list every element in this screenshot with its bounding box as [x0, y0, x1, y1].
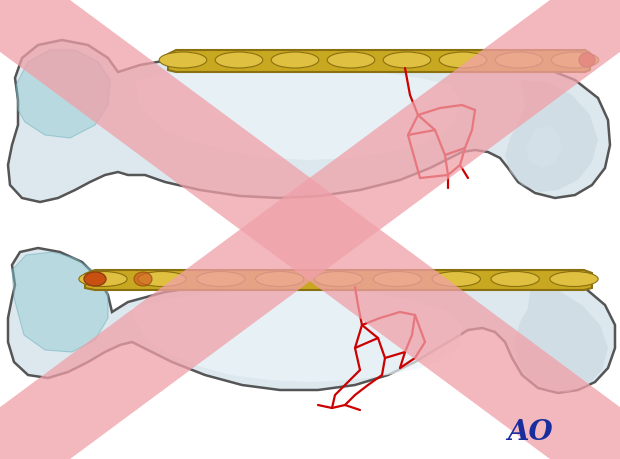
- Polygon shape: [12, 252, 108, 352]
- Ellipse shape: [271, 52, 319, 68]
- Polygon shape: [168, 50, 590, 72]
- Polygon shape: [85, 270, 592, 290]
- Ellipse shape: [550, 272, 598, 286]
- Ellipse shape: [159, 52, 207, 68]
- Ellipse shape: [79, 272, 127, 286]
- Ellipse shape: [373, 272, 422, 286]
- Ellipse shape: [314, 272, 363, 286]
- Polygon shape: [8, 248, 615, 393]
- Polygon shape: [514, 290, 608, 392]
- Ellipse shape: [327, 52, 375, 68]
- Polygon shape: [135, 68, 460, 160]
- Ellipse shape: [134, 272, 152, 286]
- Ellipse shape: [491, 272, 539, 286]
- Ellipse shape: [579, 53, 595, 67]
- Polygon shape: [526, 125, 562, 168]
- Ellipse shape: [255, 272, 304, 286]
- Polygon shape: [8, 40, 610, 202]
- Polygon shape: [130, 288, 462, 382]
- Ellipse shape: [138, 272, 186, 286]
- Ellipse shape: [383, 52, 431, 68]
- Ellipse shape: [432, 272, 480, 286]
- Ellipse shape: [215, 52, 263, 68]
- Ellipse shape: [439, 52, 487, 68]
- Ellipse shape: [551, 52, 599, 68]
- Ellipse shape: [84, 272, 106, 286]
- Ellipse shape: [495, 52, 542, 68]
- Polygon shape: [16, 50, 110, 138]
- Polygon shape: [505, 80, 598, 192]
- Text: AO: AO: [507, 419, 553, 446]
- Ellipse shape: [197, 272, 245, 286]
